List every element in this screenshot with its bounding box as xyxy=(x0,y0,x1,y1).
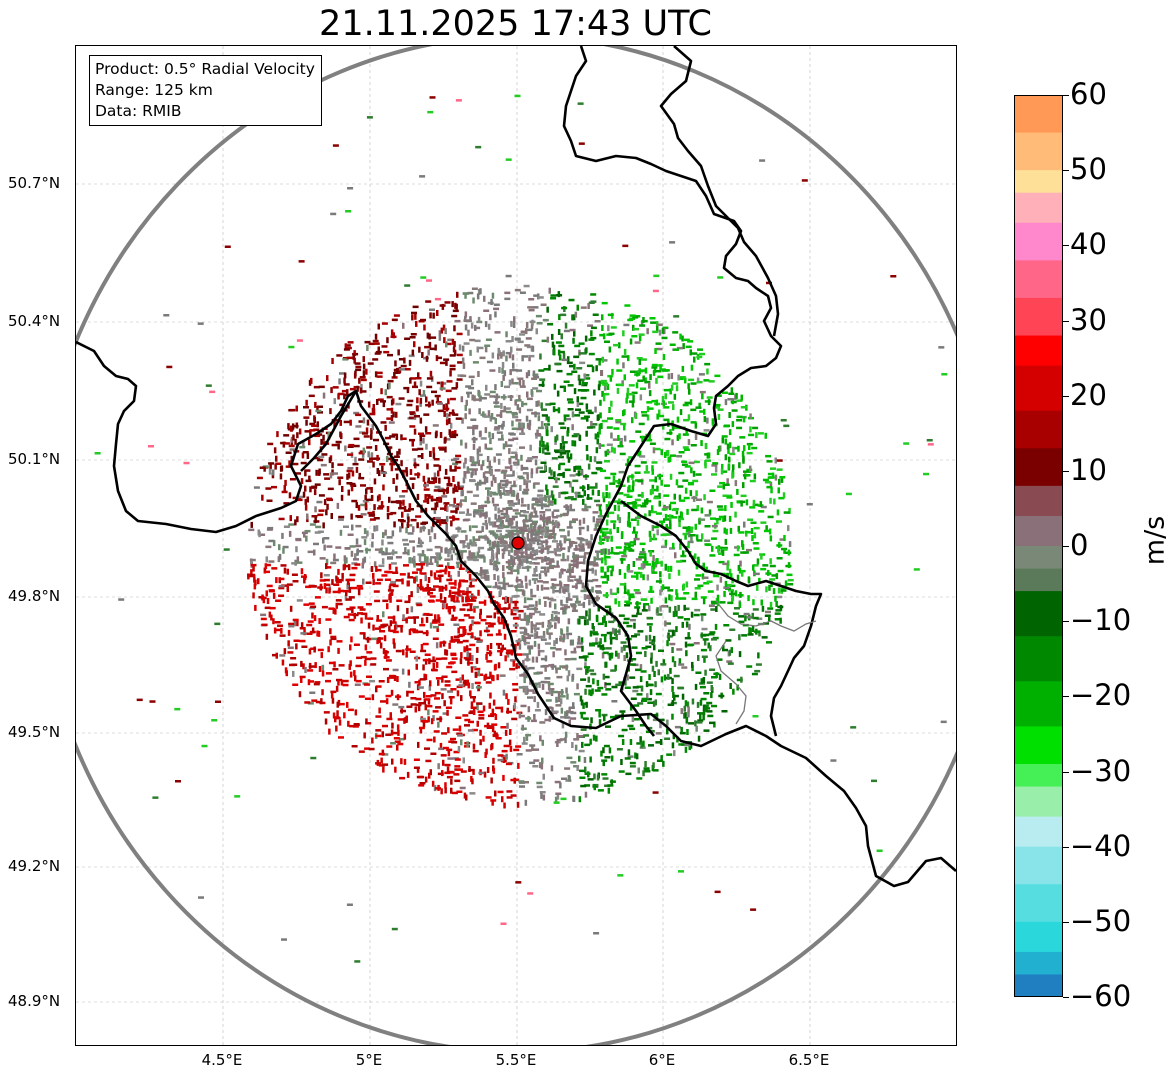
colorbar-tick-label: 10 xyxy=(1070,452,1107,487)
colorbar-band xyxy=(1014,170,1063,194)
colorbar-tick xyxy=(1063,320,1069,322)
lon-label-6-5: 6.5°E xyxy=(788,1051,830,1069)
colorbar-tick-label: −20 xyxy=(1070,678,1132,713)
colorbar-tick xyxy=(1063,771,1069,773)
colorbar-band xyxy=(1014,132,1063,171)
velocity-colorbar xyxy=(1014,95,1063,997)
colorbar-band xyxy=(1014,951,1063,975)
radar-map[interactable] xyxy=(75,45,957,1046)
map-canvas xyxy=(76,46,956,1045)
product-label: Product: 0.5° Radial Velocity xyxy=(95,60,315,78)
colorbar-band xyxy=(1014,297,1063,337)
colorbar-band xyxy=(1014,921,1063,953)
colorbar-tick xyxy=(1063,846,1069,848)
lat-label-49-5: 49.5°N xyxy=(8,723,61,741)
colorbar-band xyxy=(1014,816,1063,848)
colorbar-band xyxy=(1014,763,1063,788)
colorbar-band xyxy=(1014,636,1063,682)
colorbar-tick xyxy=(1063,170,1069,172)
colorbar-band xyxy=(1014,846,1063,885)
colorbar-tick-label: −40 xyxy=(1070,828,1132,863)
colorbar-tick-label: −60 xyxy=(1070,979,1132,1013)
internal-borders xyxy=(715,600,817,725)
colorbar-band xyxy=(1014,884,1063,923)
colorbar-unit-label: m/s xyxy=(1139,515,1171,566)
colorbar-tick-label: 20 xyxy=(1070,377,1107,412)
lat-label-48-9: 48.9°N xyxy=(8,992,61,1010)
radar-echoes xyxy=(94,94,948,963)
colorbar-band xyxy=(1014,974,1063,997)
lon-label-4-5: 4.5°E xyxy=(201,1051,243,1069)
colorbar-tick-label: 50 xyxy=(1070,152,1107,187)
colorbar-tick xyxy=(1063,997,1069,998)
colorbar-tick-label: 40 xyxy=(1070,227,1107,262)
colorbar-tick xyxy=(1063,470,1069,472)
colorbar-tick-label: 60 xyxy=(1070,77,1107,111)
lat-label-49-2: 49.2°N xyxy=(8,857,61,875)
colorbar-tick xyxy=(1063,696,1069,698)
colorbar-band xyxy=(1014,515,1063,547)
lat-label-49-8: 49.8°N xyxy=(8,587,61,605)
colorbar-band xyxy=(1014,260,1063,299)
lon-label-6: 6°E xyxy=(648,1051,676,1069)
colorbar-band xyxy=(1014,485,1063,517)
product-info-box: Product: 0.5° Radial Velocity Range: 125… xyxy=(89,55,322,126)
radar-site-marker xyxy=(511,536,525,550)
colorbar-band xyxy=(1014,222,1063,261)
colorbar-tick xyxy=(1063,546,1069,547)
colorbar-tick-label: 0 xyxy=(1070,528,1089,562)
colorbar-band xyxy=(1014,365,1063,412)
map-title: 21.11.2025 17:43 UTC xyxy=(319,4,712,44)
colorbar-band xyxy=(1014,591,1063,637)
colorbar-band xyxy=(1014,786,1063,818)
colorbar-band xyxy=(1014,726,1063,765)
range-label: Range: 125 km xyxy=(95,81,213,99)
colorbar-band xyxy=(1014,546,1063,570)
colorbar-tick xyxy=(1063,395,1069,397)
lat-label-50-7: 50.7°N xyxy=(8,174,61,192)
data-source-label: Data: RMIB xyxy=(95,102,182,120)
colorbar-tick xyxy=(1063,621,1069,623)
colorbar-band xyxy=(1014,448,1063,487)
colorbar-tick-label: 30 xyxy=(1070,302,1107,337)
lon-label-5-5: 5.5°E xyxy=(495,1051,537,1069)
colorbar-tick xyxy=(1063,95,1069,96)
colorbar-band xyxy=(1014,410,1063,449)
colorbar-band xyxy=(1014,568,1063,592)
lat-label-50-4: 50.4°N xyxy=(8,312,61,330)
colorbar-tick-label: −50 xyxy=(1070,903,1132,938)
colorbar-band xyxy=(1014,95,1063,134)
country-borders xyxy=(76,46,956,888)
lat-label-50-1: 50.1°N xyxy=(8,450,61,468)
colorbar-band xyxy=(1014,192,1063,224)
colorbar-tick-label: −30 xyxy=(1070,753,1132,788)
colorbar-band xyxy=(1014,335,1063,367)
colorbar-tick xyxy=(1063,245,1069,247)
colorbar-band xyxy=(1014,681,1063,727)
colorbar-tick xyxy=(1063,921,1069,923)
lon-label-5: 5°E xyxy=(355,1051,383,1069)
colorbar-tick-label: −10 xyxy=(1070,603,1132,638)
